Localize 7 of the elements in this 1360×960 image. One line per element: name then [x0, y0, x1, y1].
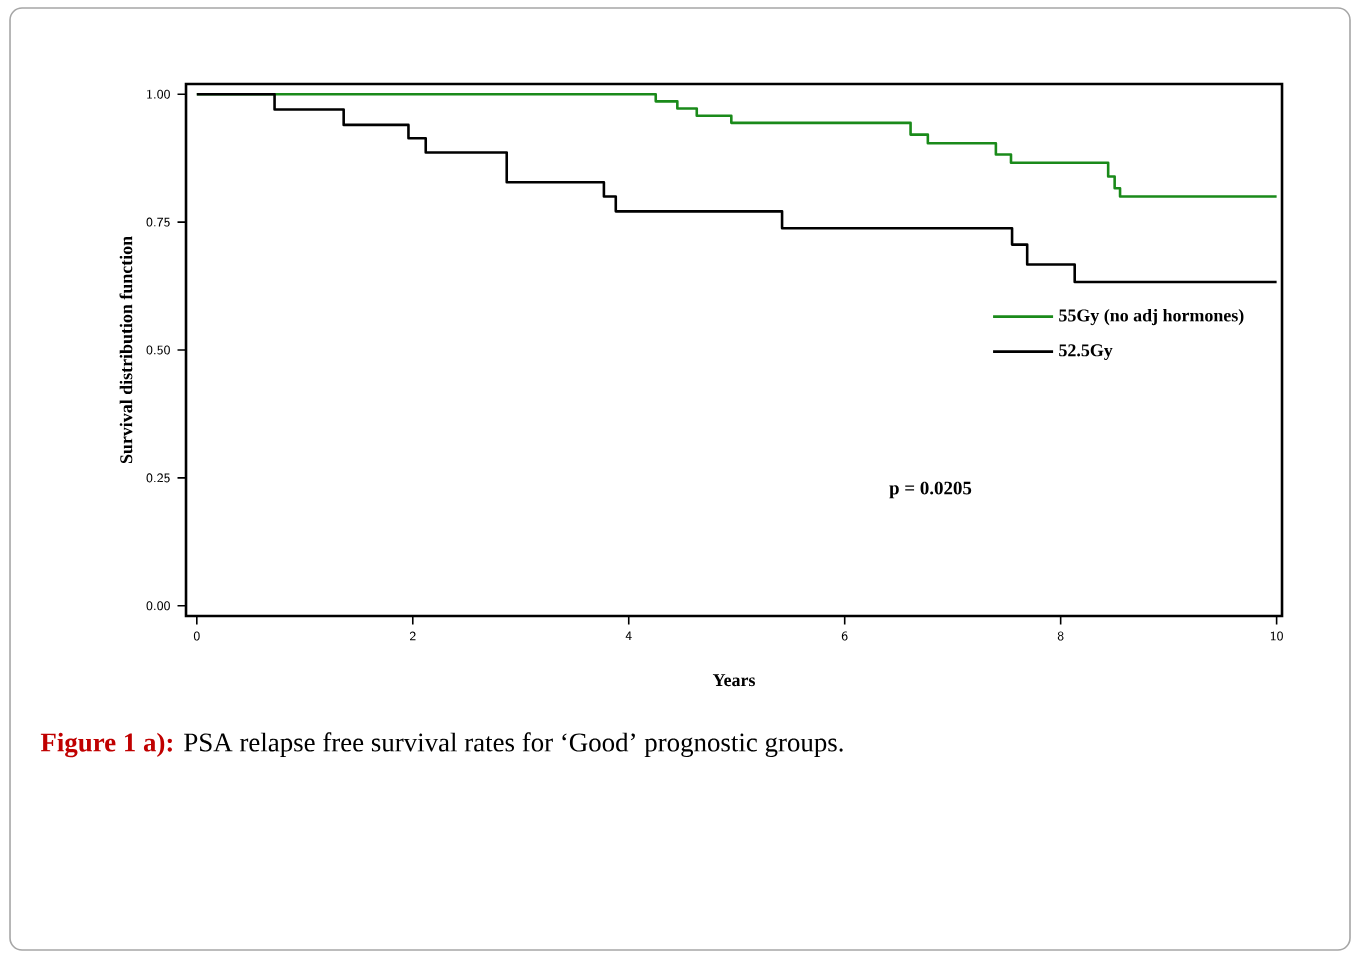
annotation: p = 0.0205 [889, 481, 972, 499]
y-axis-title: Survival distribution function [119, 236, 133, 464]
text: PSA relapse free survival rates for ‘Good’ prognostic groups. [184, 732, 843, 758]
caption: Figure 1 a): [40, 732, 172, 758]
legend-label: 52.5Gy [1059, 344, 1113, 361]
x-axis-title: Years [712, 674, 755, 687]
legend-label: 55Gy (no adj hormones) [1059, 308, 1244, 326]
